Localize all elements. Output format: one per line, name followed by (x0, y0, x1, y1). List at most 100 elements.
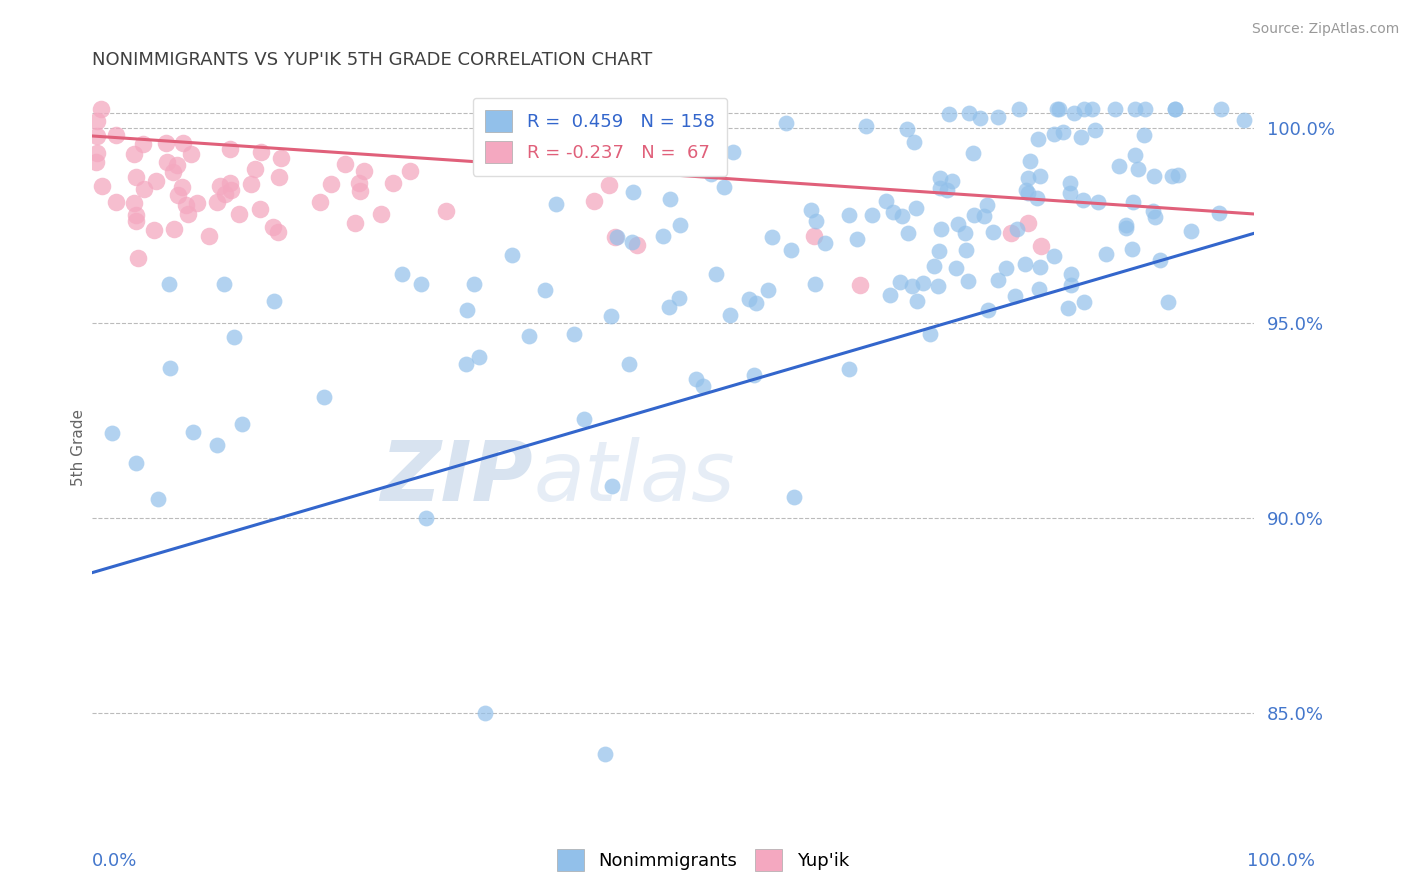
Point (1059, 186, 1081, 200)
Legend: R =  0.459   N = 158, R = -0.237   N =  67: R = 0.459 N = 158, R = -0.237 N = 67 (472, 98, 727, 176)
Point (598, 178, 620, 193)
Point (534, 283, 557, 297)
Point (214, 187, 236, 202)
Point (605, 229, 627, 244)
Point (564, 326, 586, 341)
Point (170, 180, 193, 194)
Point (957, 105, 980, 120)
Point (1028, 283, 1050, 297)
Point (370, 207, 392, 221)
Point (319, 177, 342, 191)
Point (946, 217, 969, 231)
Point (172, 136, 194, 151)
Point (1047, 102, 1070, 116)
Text: Source: ZipAtlas.com: Source: ZipAtlas.com (1251, 22, 1399, 37)
Point (668, 218, 690, 232)
Point (1008, 102, 1031, 116)
Point (262, 220, 284, 235)
Point (1017, 171, 1039, 186)
Point (1014, 257, 1036, 271)
Point (1025, 191, 1047, 205)
Point (941, 174, 963, 188)
Point (1015, 183, 1038, 197)
Point (658, 192, 681, 206)
Point (814, 235, 837, 250)
Point (1026, 132, 1049, 146)
Point (742, 368, 765, 383)
Point (756, 283, 779, 297)
Point (1059, 176, 1081, 190)
Point (1133, 102, 1156, 116)
Point (1115, 220, 1137, 235)
Point (582, 194, 605, 208)
Point (928, 244, 950, 259)
Point (1122, 194, 1144, 209)
Point (936, 183, 959, 197)
Point (162, 165, 184, 179)
Point (411, 277, 433, 292)
Point (167, 188, 190, 202)
Point (86, 113, 108, 128)
Point (704, 267, 727, 281)
Text: atlas: atlas (533, 437, 735, 517)
Point (987, 273, 1010, 287)
Point (1180, 224, 1202, 238)
Point (574, 412, 596, 426)
Point (929, 222, 952, 236)
Point (1144, 210, 1167, 224)
Point (1071, 193, 1094, 207)
Point (398, 163, 420, 178)
Point (890, 209, 912, 223)
Point (84, 154, 107, 169)
Point (621, 185, 644, 199)
Point (219, 183, 242, 197)
Point (897, 226, 920, 240)
Point (1142, 204, 1164, 219)
Point (159, 361, 181, 376)
Legend: Nonimmigrants, Yup'ik: Nonimmigrants, Yup'ik (550, 842, 856, 879)
Point (349, 176, 371, 190)
Point (219, 142, 242, 156)
Point (953, 226, 976, 240)
Point (745, 295, 768, 310)
Point (181, 425, 204, 439)
Point (875, 194, 897, 208)
Point (104, 195, 127, 210)
Point (1167, 169, 1189, 183)
Point (1128, 161, 1150, 176)
Point (142, 223, 165, 237)
Point (1121, 243, 1143, 257)
Point (86, 128, 108, 143)
Point (920, 326, 942, 341)
Point (1087, 194, 1109, 209)
Point (125, 214, 148, 228)
Point (434, 203, 457, 218)
Point (945, 260, 967, 275)
Point (474, 706, 496, 720)
Point (270, 151, 292, 165)
Point (267, 170, 290, 185)
Point (803, 229, 825, 244)
Point (1017, 186, 1039, 200)
Point (1143, 169, 1166, 183)
Point (335, 157, 357, 171)
Text: ZIP: ZIP (381, 437, 533, 517)
Point (222, 329, 245, 343)
Point (901, 279, 924, 293)
Point (905, 294, 928, 309)
Point (1070, 130, 1092, 145)
Point (1084, 123, 1107, 137)
Point (266, 225, 288, 239)
Point (783, 490, 806, 504)
Point (124, 196, 146, 211)
Point (1123, 148, 1146, 162)
Point (186, 196, 208, 211)
Point (976, 302, 998, 317)
Point (209, 179, 232, 194)
Point (981, 225, 1004, 239)
Point (1164, 102, 1187, 116)
Point (146, 491, 169, 506)
Point (1233, 112, 1256, 127)
Point (838, 362, 860, 376)
Point (879, 287, 901, 301)
